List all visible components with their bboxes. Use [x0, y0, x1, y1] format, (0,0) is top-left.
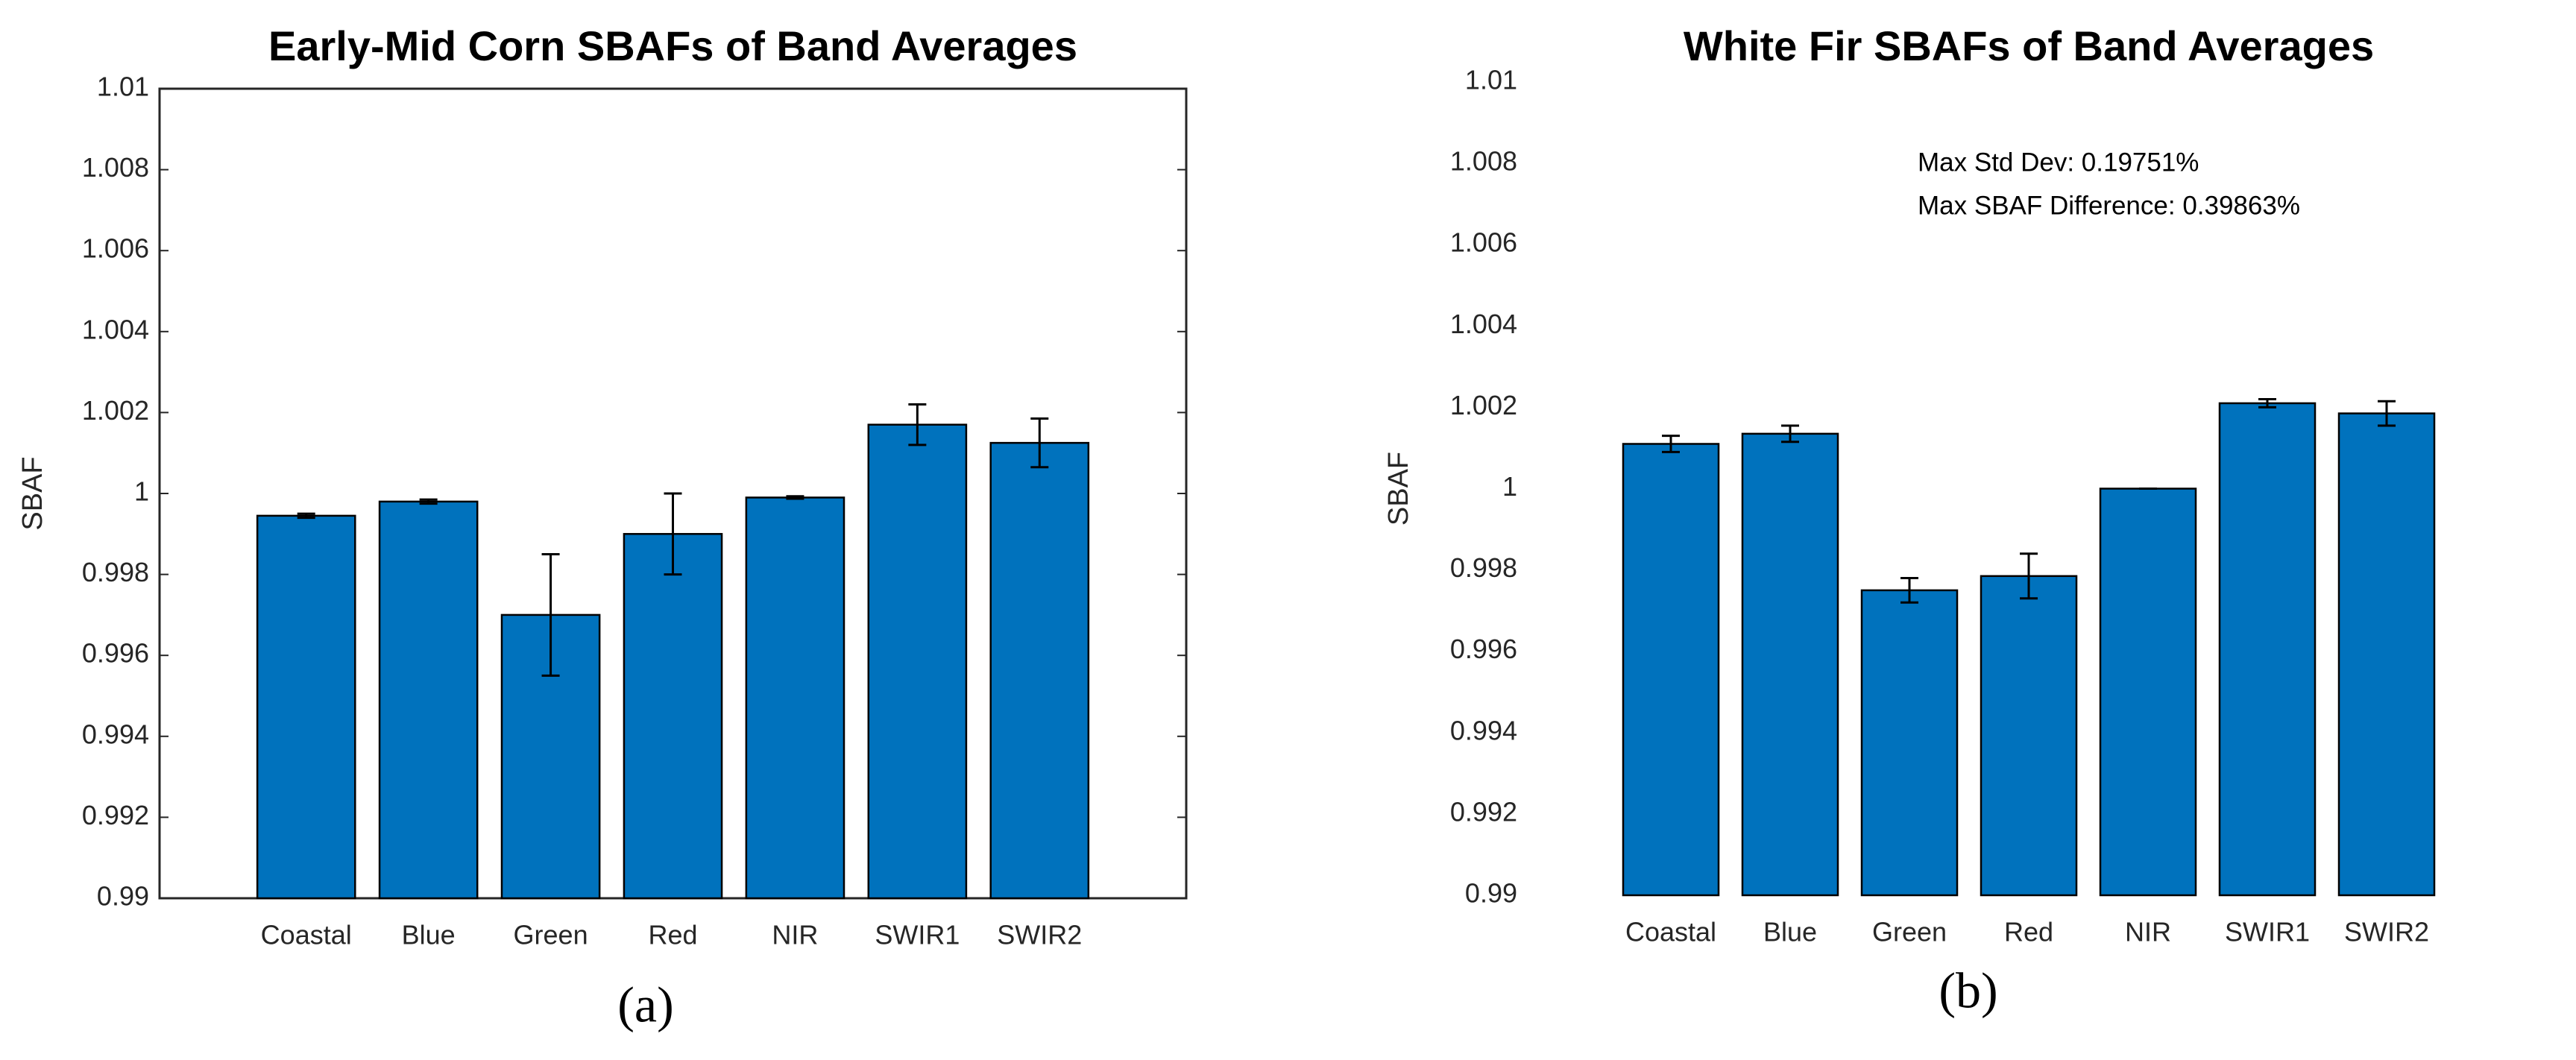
- x-tick-label: SWIR2: [2344, 917, 2429, 947]
- annotation: Max Std Dev: 0.19751%: [1918, 148, 2199, 177]
- y-tick-label: 0.99: [97, 881, 149, 912]
- y-axis-label: SBAF: [1383, 452, 1414, 526]
- y-tick-label: 1.004: [1450, 309, 1517, 339]
- y-tick-label: 0.996: [82, 638, 149, 669]
- y-tick-label: 1.01: [97, 72, 149, 102]
- chart: White Fir SBAFs of Band Averages SBAF (b) M…: [1383, 22, 2436, 1019]
- bar: [1860, 589, 1959, 897]
- bar: [867, 423, 968, 900]
- y-tick-label: 0.996: [1450, 634, 1517, 664]
- y-tick-label: 0.994: [82, 719, 149, 749]
- y-tick-label: 1.008: [82, 152, 149, 183]
- bar: [2099, 488, 2197, 897]
- x-tick-label: NIR: [2125, 917, 2171, 947]
- bar: [989, 441, 1090, 900]
- caption: (b): [1939, 962, 1997, 1019]
- bar: [623, 533, 723, 900]
- x-tick-label: SWIR2: [997, 920, 1082, 950]
- y-tick-label: 1: [134, 476, 149, 507]
- x-tick-label: Coastal: [261, 920, 352, 950]
- y-tick-label: 1.006: [82, 233, 149, 264]
- y-tick-label: 0.992: [82, 800, 149, 830]
- caption: (a): [617, 977, 673, 1033]
- bar: [256, 514, 356, 900]
- y-tick-label: 1.004: [82, 314, 149, 344]
- bar: [2337, 412, 2436, 897]
- bar: [1741, 432, 1839, 897]
- x-tick-label: Green: [1872, 917, 1947, 947]
- y-tick-label: 0.992: [1450, 796, 1517, 827]
- bar: [1622, 443, 1720, 897]
- y-tick-label: 1.006: [1450, 227, 1517, 258]
- x-tick-label: Green: [514, 920, 588, 950]
- bar: [1980, 575, 2078, 897]
- chart: Early-Mid Corn SBAFs of Band Averages SBA…: [17, 22, 1188, 1033]
- y-tick-label: 1.002: [82, 395, 149, 426]
- y-tick-label: 0.998: [1450, 552, 1517, 583]
- y-tick-label: 1.002: [1450, 390, 1517, 420]
- y-tick-label: 0.998: [82, 557, 149, 587]
- y-tick-label: 1: [1502, 471, 1517, 502]
- chart-title: Early-Mid Corn SBAFs of Band Averages: [268, 22, 1077, 69]
- y-tick-label: 1.008: [1450, 146, 1517, 177]
- x-tick-label: Coastal: [1625, 917, 1716, 947]
- x-tick-label: Red: [2004, 917, 2053, 947]
- x-tick-label: SWIR1: [2225, 917, 2310, 947]
- y-axis-label: SBAF: [17, 456, 48, 530]
- x-tick-label: Blue: [402, 920, 456, 950]
- x-tick-label: SWIR1: [875, 920, 960, 950]
- x-tick-label: Blue: [1763, 917, 1817, 947]
- bar: [2218, 402, 2317, 897]
- y-tick-label: 1.01: [1465, 65, 1517, 95]
- y-tick-label: 0.994: [1450, 715, 1517, 745]
- chart-title: White Fir SBAFs of Band Averages: [1684, 22, 2374, 69]
- y-tick-label: 0.99: [1465, 878, 1517, 909]
- x-tick-label: NIR: [772, 920, 818, 950]
- bar: [378, 500, 479, 900]
- x-tick-label: Red: [648, 920, 697, 950]
- annotation: Max SBAF Difference: 0.39863%: [1918, 191, 2300, 220]
- bar: [745, 496, 845, 900]
